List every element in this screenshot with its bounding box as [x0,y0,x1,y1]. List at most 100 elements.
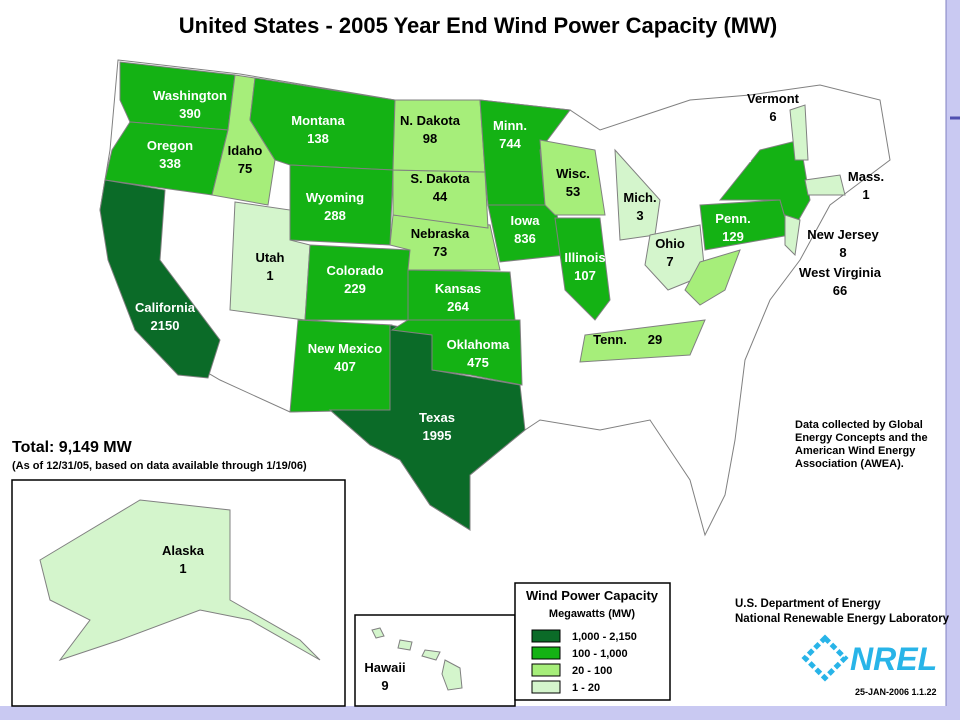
state-shape [99,179,221,379]
note: (As of 12/31/05, based on data available… [12,460,307,472]
state-name: N. Dakota [400,113,461,128]
state-name: Oregon [147,138,193,153]
state-value: 1 [179,561,186,576]
state-shape [579,319,706,363]
state-shape [804,174,846,196]
state-value: 1 [266,268,273,283]
state-shape [684,249,741,306]
state-name: Oklahoma [447,337,511,352]
state-shape [441,659,463,691]
logo: NREL [801,634,937,682]
state-shape [371,627,385,639]
source-line: Association (AWEA). [795,458,904,470]
logo-mark [801,634,849,682]
state-value: 6 [769,109,776,124]
state-shape [39,499,321,661]
state-value: 73 [433,244,447,259]
state-name: West Virginia [799,265,882,280]
state-name: Idaho [228,143,263,158]
date: 25-JAN-2006 1.1.22 [855,687,937,697]
state-shape [104,121,229,196]
state-value: 1995 [423,428,452,443]
logo-text: NREL [850,641,937,677]
state-name: Alaska [162,543,205,558]
state-value: 836 [514,231,536,246]
state-name: Minn. [493,118,527,133]
state-name: Mass. [848,169,884,184]
state-name: Penn. [715,211,750,226]
legend: 1,000 - 2,150 100 - 1,000 20 - 100 1 - 20 [531,629,637,694]
state-name: Colorado [326,263,383,278]
state-name: Mich. [623,190,656,205]
state-value: 264 [447,299,469,314]
state-name: Nebraska [411,226,470,241]
state-value: 98 [423,131,437,146]
legend-swatch [531,629,561,643]
state-value: 3 [636,208,643,223]
state-value: 29 [648,332,662,347]
state-name: New Jersey [807,227,879,242]
source-line: Data collected by Global [795,419,923,431]
state-shape [421,649,441,661]
state-shape [554,217,611,321]
state-name: Texas [419,410,455,425]
state-value: 129 [722,229,744,244]
legend-swatch [531,646,561,660]
state-name: New York [693,150,752,165]
title: United States - 2005 Year End Wind Power… [179,13,777,38]
credit-line: National Renewable Energy Laboratory [735,613,950,625]
legend-label: 100 - 1,000 [572,648,628,660]
state-name: Iowa [511,213,541,228]
source-line: American Wind Energy [795,445,916,457]
state-value: 744 [499,136,521,151]
state-name: Illinois [564,250,605,265]
state-value: 2150 [151,318,180,333]
state-value: 407 [334,359,356,374]
state-value: 390 [179,106,201,121]
state-value: 7 [666,254,673,269]
state-value: 75 [238,161,252,176]
state-shape [539,139,606,216]
state-name: Tenn. [593,332,627,347]
state-value: 229 [344,281,366,296]
state-value: 9 [381,678,388,693]
state-name: Washington [153,88,227,103]
states [39,61,846,691]
state-name: Wisc. [556,166,590,181]
state-shape [390,319,523,386]
legend-label: 1 - 20 [572,682,600,694]
state-name: Ohio [655,236,685,251]
alaska-inset [11,479,346,707]
state-value: 44 [433,189,448,204]
state-value: 475 [467,355,489,370]
state-value: 107 [574,268,596,283]
state-shape [392,99,486,173]
state-shape [407,269,516,321]
state-shape [718,139,811,237]
state-value: 8 [839,245,846,260]
legend-swatch [531,680,561,694]
state-shape [397,639,413,651]
state-value: 138 [307,131,329,146]
state-name: Kansas [435,281,481,296]
state-name: S. Dakota [410,171,470,186]
state-shape [644,224,706,291]
state-value: 186 [711,168,733,183]
state-value: 53 [566,184,580,199]
state-name: Hawaii [364,660,405,675]
state-name: New Mexico [308,341,382,356]
state-shape [389,214,501,271]
state-shape [784,214,801,257]
state-name: Vermont [747,91,800,106]
legend-swatch [531,663,561,677]
state-shape [789,104,809,161]
state-value: 288 [324,208,346,223]
credit-line: U.S. Department of Energy [735,598,881,610]
state-name: Montana [291,113,345,128]
state-value: 1 [862,187,869,202]
state-value: 338 [159,156,181,171]
legend-label: 1,000 - 2,150 [572,631,637,643]
